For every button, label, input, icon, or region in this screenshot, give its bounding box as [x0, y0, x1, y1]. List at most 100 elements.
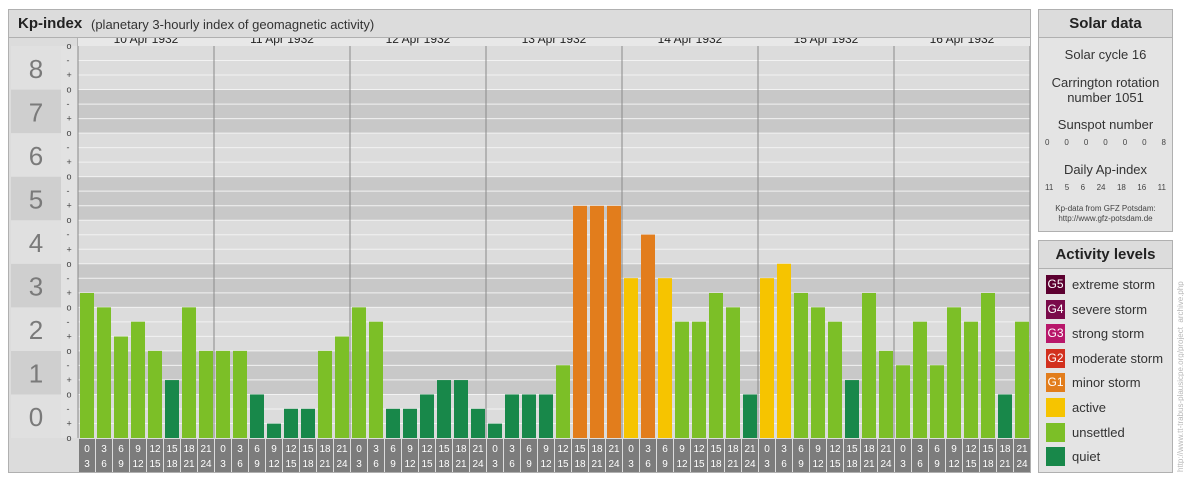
kp-band	[78, 263, 1030, 308]
interval-cell	[929, 439, 945, 472]
kp-bar	[216, 350, 230, 438]
minor-tick-label: -	[67, 273, 70, 283]
interval-start-label: 15	[846, 444, 858, 455]
interval-end-label: 21	[591, 459, 603, 470]
kp-bar	[80, 292, 94, 438]
interval-start-label: 0	[84, 444, 90, 455]
y-axis-band	[11, 89, 61, 134]
interval-end-label: 6	[101, 459, 107, 470]
kp-bar	[624, 278, 638, 438]
interval-cell	[453, 439, 469, 472]
legend-item: quiet	[1046, 447, 1170, 467]
interval-end-label: 15	[149, 459, 161, 470]
interval-end-label: 9	[798, 459, 804, 470]
kp-bar	[828, 321, 842, 438]
kp-bar	[318, 350, 332, 438]
interval-end-label: 9	[254, 459, 260, 470]
interval-cell	[691, 439, 707, 472]
interval-end-label: 24	[608, 459, 620, 470]
kp-bar	[794, 292, 808, 438]
interval-end-label: 6	[917, 459, 923, 470]
interval-end-label: 12	[132, 459, 144, 470]
interval-start-label: 3	[373, 444, 379, 455]
interval-cell	[810, 439, 826, 472]
interval-cell	[538, 439, 554, 472]
interval-cell	[334, 439, 350, 472]
kp-bar	[352, 307, 366, 438]
legend-label: quiet	[1072, 449, 1101, 465]
sunspot-value: 8	[1161, 138, 1166, 147]
kp-band	[78, 89, 1030, 134]
y-tick-label: 1	[29, 359, 43, 389]
interval-cell	[759, 439, 775, 472]
interval-end-label: 3	[900, 459, 906, 470]
interval-start-label: 6	[118, 444, 124, 455]
kp-bar	[692, 321, 706, 438]
interval-cell	[606, 439, 622, 472]
interval-end-label: 6	[645, 459, 651, 470]
kp-bar	[403, 408, 417, 438]
chart-title-bar: Kp-index (planetary 3-hourly index of ge…	[9, 10, 1030, 38]
interval-cell	[436, 439, 452, 472]
interval-end-label: 24	[1016, 459, 1028, 470]
legend-label: moderate storm	[1072, 350, 1164, 366]
solar-data-panel: Solar data Solar cycle 16 Carrington rot…	[1038, 9, 1173, 232]
kp-bar	[165, 380, 179, 438]
interval-end-label: 24	[744, 459, 756, 470]
interval-start-label: 12	[693, 444, 705, 455]
kp-bar	[471, 408, 485, 438]
kp-bar	[726, 307, 740, 438]
kp-bar	[131, 321, 145, 438]
interval-start-label: 3	[101, 444, 107, 455]
interval-end-label: 6	[781, 459, 787, 470]
y-tick-label: 0	[29, 402, 43, 432]
carrington-rotation-label: Carrington rotation	[1051, 75, 1160, 90]
kp-bar	[760, 278, 774, 438]
kp-bar	[811, 307, 825, 438]
interval-start-label: 0	[356, 444, 362, 455]
minor-tick-label: -	[67, 99, 70, 109]
interval-end-label: 18	[302, 459, 314, 470]
kp-chart: 10 Apr 1932 11 Apr 1932 12 Apr 1932 13 Apr …	[11, 10, 1030, 472]
minor-tick-label: o	[67, 215, 72, 225]
interval-start-label: 3	[917, 444, 923, 455]
interval-start-label: 6	[798, 444, 804, 455]
interval-start-label: 9	[815, 444, 821, 455]
y-axis-band	[11, 350, 61, 395]
minor-tick-label: +	[67, 375, 72, 385]
legend-swatch: G1	[1046, 373, 1065, 393]
minor-tick-label: o	[67, 128, 72, 138]
kp-bar	[522, 394, 536, 438]
y-tick-label: 8	[29, 54, 43, 84]
minor-tick-column	[61, 46, 78, 438]
kp-chart-panel: 10 Apr 1932 11 Apr 1932 12 Apr 1932 13 Apr …	[8, 9, 1031, 473]
minor-tick-label: +	[67, 244, 72, 254]
interval-end-label: 24	[200, 459, 212, 470]
kp-bar	[182, 307, 196, 438]
minor-tick-label: o	[67, 389, 72, 399]
interval-end-label: 24	[880, 459, 892, 470]
interval-start-label: 9	[543, 444, 549, 455]
minor-tick-label: o	[67, 41, 72, 51]
interval-cell	[674, 439, 690, 472]
minor-tick-label: o	[67, 346, 72, 356]
y-axis-band	[11, 46, 61, 90]
kp-bar	[590, 205, 604, 438]
interval-start-label: 21	[200, 444, 212, 455]
interval-end-label: 3	[84, 459, 90, 470]
interval-end-label: 12	[540, 459, 552, 470]
kp-bar	[641, 234, 655, 438]
interval-end-label: 21	[863, 459, 875, 470]
interval-end-label: 6	[373, 459, 379, 470]
interval-start-label: 12	[149, 444, 161, 455]
kp-bar	[743, 394, 757, 438]
y-tick-label: 3	[29, 272, 43, 302]
legend-item: G5 extreme storm	[1046, 275, 1170, 295]
interval-start-label: 21	[336, 444, 348, 455]
interval-cell	[283, 439, 299, 472]
interval-end-label: 18	[574, 459, 586, 470]
interval-cell	[419, 439, 435, 472]
kp-bar	[488, 423, 502, 438]
kp-bar	[199, 350, 213, 438]
ap-value: 11	[1157, 183, 1166, 192]
